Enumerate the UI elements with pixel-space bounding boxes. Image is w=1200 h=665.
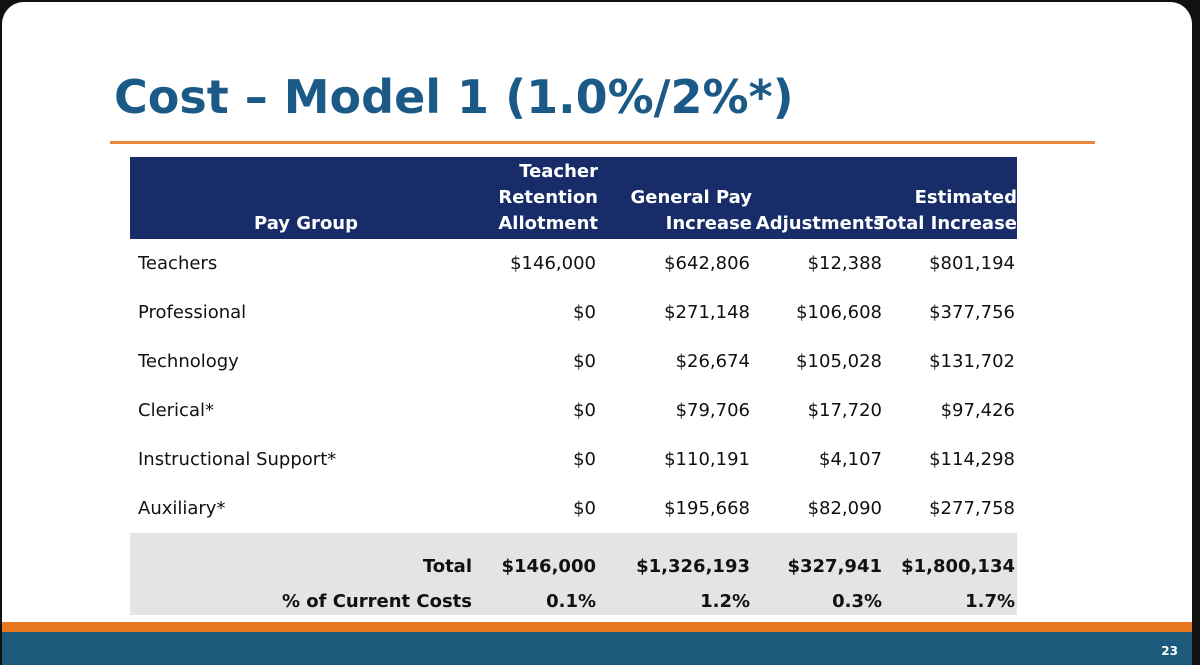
total-value: 1.7% [965, 591, 1015, 612]
cell-value: $97,426 [940, 400, 1015, 421]
page-number: 23 [1161, 644, 1178, 658]
header-cell: Adjustments [755, 213, 884, 234]
cell-value: $377,756 [929, 302, 1015, 323]
totals-band [130, 533, 1017, 615]
cell-value: $195,668 [664, 498, 750, 519]
cell-value: $131,702 [929, 351, 1015, 372]
header-cell: Teacher Retention Allotment [498, 161, 598, 234]
footer: 23 [2, 632, 1192, 665]
total-value: $146,000 [501, 556, 596, 577]
row-label: Auxiliary* [138, 498, 226, 519]
cell-value: $0 [573, 449, 596, 470]
cell-value: $79,706 [675, 400, 750, 421]
cell-value: $0 [573, 351, 596, 372]
total-value: 0.1% [546, 591, 596, 612]
row-label: Professional [138, 302, 247, 323]
total-label: Total [422, 556, 472, 577]
table-header: Pay Group Teacher Retention Allotment Gene… [130, 157, 1017, 239]
cell-value: $271,148 [664, 302, 750, 323]
cell-value: $106,608 [796, 302, 882, 323]
cell-value: $801,194 [929, 253, 1015, 274]
row-label: Clerical* [138, 400, 214, 421]
row-label: Technology [138, 351, 239, 372]
total-label: % of Current Costs [281, 591, 472, 612]
header-cell: Pay Group [253, 213, 359, 234]
cell-value: $110,191 [664, 449, 750, 470]
cell-value: $0 [573, 400, 596, 421]
cell-value: $277,758 [929, 498, 1015, 519]
cell-value: $0 [573, 498, 596, 519]
row-label: Instructional Support* [138, 449, 337, 470]
title-rule [110, 141, 1095, 144]
slide-title: Cost – Model 1 (1.0%/2%*) [114, 70, 794, 124]
cell-value: $642,806 [664, 253, 750, 274]
cell-value: $105,028 [796, 351, 882, 372]
cell-value: $82,090 [807, 498, 882, 519]
cell-value: $26,674 [675, 351, 750, 372]
header-cell: Estimated Total Increase [875, 187, 1017, 234]
cell-value: $146,000 [510, 253, 596, 274]
total-value: $327,941 [787, 556, 882, 577]
total-value: $1,800,134 [901, 556, 1015, 577]
footer-stripe [2, 622, 1192, 632]
total-value: 1.2% [700, 591, 750, 612]
header-cell: General Pay Increase [630, 187, 753, 234]
cell-value: $4,107 [819, 449, 882, 470]
cell-value: $17,720 [807, 400, 882, 421]
total-value: 0.3% [832, 591, 882, 612]
total-value: $1,326,193 [636, 556, 750, 577]
row-label: Teachers [138, 253, 218, 274]
cell-value: $12,388 [807, 253, 882, 274]
cell-value: $0 [573, 302, 596, 323]
cell-value: $114,298 [929, 449, 1015, 470]
